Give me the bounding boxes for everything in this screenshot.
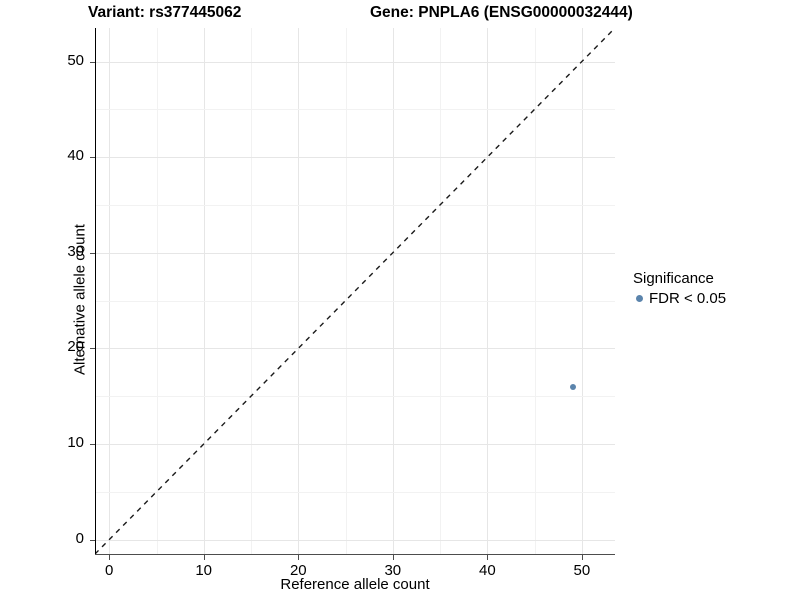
y-tick-mark [90, 157, 95, 159]
data-point[interactable] [569, 383, 576, 390]
legend-swatch [636, 295, 643, 302]
y-axis-line [95, 28, 96, 554]
gridline-vertical [487, 28, 489, 554]
x-tick-mark [298, 555, 300, 560]
x-tick-mark [487, 555, 489, 560]
legend-item[interactable]: FDR < 0.05 [631, 290, 796, 307]
gridline-horizontal [95, 61, 615, 63]
gridline-horizontal [95, 396, 615, 398]
x-tick-label: 30 [384, 562, 402, 579]
x-tick-label: 20 [289, 562, 307, 579]
gridline-vertical [156, 28, 158, 554]
x-tick-mark [203, 555, 205, 560]
y-tick-mark [90, 252, 95, 254]
x-tick-label: 0 [105, 562, 114, 579]
y-tick-label: 10 [67, 434, 84, 451]
gridline-vertical [298, 28, 300, 554]
gridline-vertical [534, 28, 536, 554]
gridline-horizontal [95, 491, 615, 493]
x-tick-label: 10 [195, 562, 213, 579]
variant-title: Variant: rs377445062 [88, 4, 242, 21]
identity-reference-line [95, 28, 615, 554]
legend-item-label: FDR < 0.05 [649, 290, 727, 307]
gridline-vertical [203, 28, 205, 554]
gridline-horizontal [95, 300, 615, 302]
y-tick-label: 30 [67, 242, 84, 260]
identity-line-path [95, 28, 615, 554]
y-tick-mark [90, 61, 95, 63]
legend-title: Significance [633, 270, 714, 287]
legend: Significance FDR < 0.05 [631, 270, 796, 307]
x-tick-mark [392, 555, 394, 560]
y-tick-mark [90, 348, 95, 350]
gridline-vertical [251, 28, 252, 554]
y-axis-title: Alternative allele count [71, 224, 89, 375]
x-tick-mark [109, 555, 111, 560]
y-tick-mark [90, 444, 95, 445]
y-tick-mark [90, 539, 95, 541]
gridline-horizontal [95, 348, 615, 350]
x-tick-label: 40 [479, 562, 496, 579]
gridline-horizontal [95, 539, 615, 541]
x-axis-line [95, 554, 615, 555]
y-tick-label: 50 [67, 51, 84, 69]
legend-items: FDR < 0.05 [631, 290, 796, 307]
gridline-vertical [581, 28, 583, 554]
x-axis-title: Reference allele count [280, 576, 430, 593]
gridline-vertical [345, 28, 347, 554]
circle-marker-icon [631, 290, 648, 307]
gridline-horizontal [95, 444, 615, 445]
y-tick-label: 40 [67, 147, 84, 165]
gene-title: Gene: PNPLA6 (ENSG00000032444) [370, 4, 633, 21]
x-tick-label: 50 [573, 562, 591, 579]
gridline-horizontal [95, 157, 615, 159]
gridline-vertical [440, 28, 442, 554]
gridline-horizontal [95, 252, 615, 254]
chart-title-row: Variant: rs377445062 Gene: PNPLA6 (ENSG0… [0, 4, 800, 28]
gridline-horizontal [95, 204, 615, 206]
gridline-vertical [109, 28, 111, 554]
gridline-horizontal [95, 109, 615, 111]
x-tick-mark [581, 555, 583, 560]
gridline-vertical [392, 28, 394, 554]
plot-panel [95, 28, 615, 554]
y-tick-label: 20 [67, 338, 84, 356]
y-tick-label: 0 [75, 529, 84, 547]
